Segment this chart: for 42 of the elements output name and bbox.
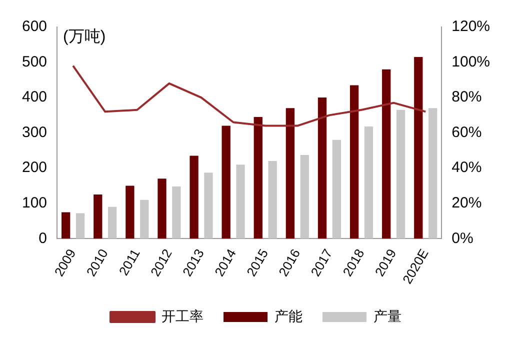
y2-tick-label: 60% [452,124,482,141]
y-tick-label: 0 [38,230,48,247]
bar [94,194,102,239]
bar [140,200,149,239]
y2-tick-label: 20% [452,194,482,212]
y2-tick-label: 40% [452,159,482,176]
bar [222,126,230,239]
bar [126,186,134,239]
bar [428,108,438,239]
bar [62,212,70,239]
bar [414,56,423,239]
y-tick-label: 400 [22,88,48,106]
y-tick-label: 100 [22,194,48,212]
bar [254,116,262,239]
y-tick-label: 300 [22,124,48,141]
legend-label: 产能 [274,308,302,324]
bar [286,108,295,239]
y2-tick-label: 120% [452,18,490,36]
bar [318,98,327,239]
bar [332,140,341,239]
bar [236,164,245,239]
y-axis-title: (万吨) [63,27,106,46]
bar [204,172,213,239]
bar [300,155,309,239]
y2-tick-label: 80% [452,88,482,106]
legend-label: 产量 [374,308,402,324]
bar [158,178,166,239]
y-tick-label: 600 [22,18,48,36]
bar [190,156,198,239]
bar [268,161,277,239]
bar [76,213,85,239]
y-tick-label: 500 [22,53,48,70]
y2-tick-label: 100% [452,53,490,70]
bar [350,85,359,239]
legend-label: 开工率 [162,308,204,324]
y-tick-label: 200 [22,159,48,176]
bar [396,110,406,239]
bar [108,206,117,239]
bar [172,186,181,239]
bar [364,126,374,239]
bar [382,69,391,239]
y2-tick-label: 0% [452,230,474,247]
